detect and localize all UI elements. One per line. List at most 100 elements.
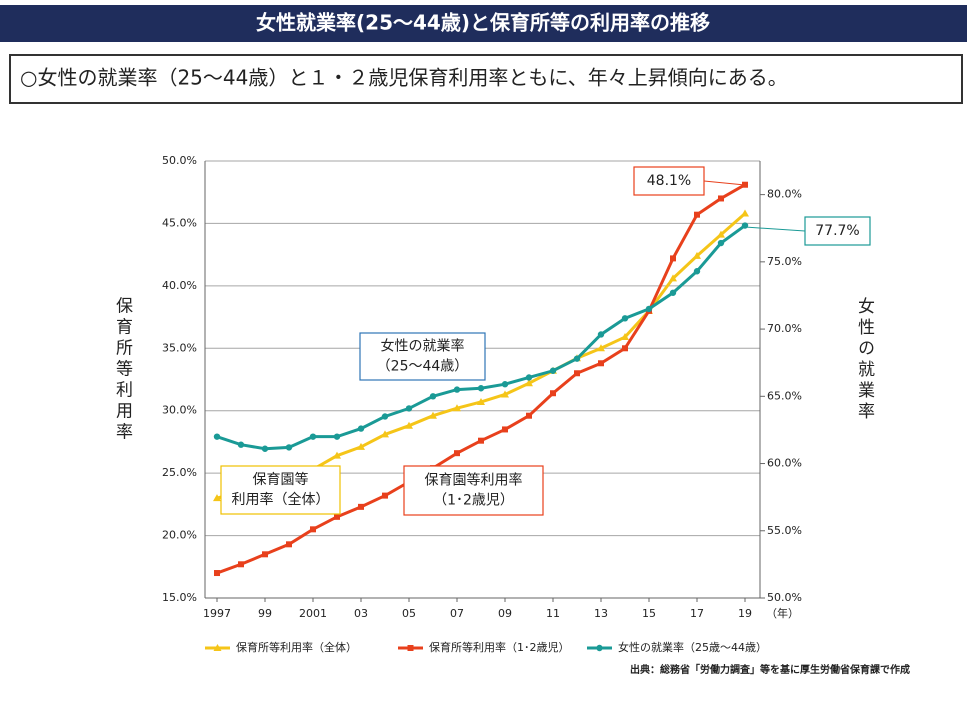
marker [526,412,532,419]
annotation-text: （25～44歳） [377,359,469,375]
marker [213,494,221,502]
marker [669,274,677,282]
y2-tick-label: 75.0% [767,255,802,268]
marker [358,503,364,510]
marker [357,442,365,450]
marker [453,404,461,412]
marker [478,437,484,444]
y-tick-label: 15.0% [162,591,197,604]
y-tick-label: 20.0% [162,529,197,542]
marker [670,255,676,262]
marker [549,367,557,374]
x-tick-label: 05 [402,607,416,620]
marker [573,355,581,362]
marker [213,433,221,440]
annotation-box [403,465,544,516]
marker [645,305,653,313]
y2-tick-label: 50.0% [767,591,802,604]
marker [501,381,509,388]
x-tick-label: 17 [690,607,704,620]
legend-label: 女性の就業率（25歳～44歳） [618,640,767,654]
annotation-text: 女性の就業率 [381,338,465,355]
marker [357,425,365,432]
marker [477,385,485,392]
y2-tick-label: 55.0% [767,524,802,537]
marker [550,390,556,397]
marker [334,513,340,520]
marker [525,379,533,387]
marker [286,541,292,548]
marker [717,239,725,247]
x-tick-label: 15 [642,607,656,620]
marker [237,441,245,448]
marker [622,345,628,352]
marker [333,433,341,440]
summary-text: ○女性の就業率（25～44歳）と１・２歳児保育利用率ともに、年々上昇傾向にある。 [20,66,788,90]
page-title: 女性就業率(25～44歳)と保育所等の利用率の推移 [256,11,710,35]
y2-tick-label: 60.0% [767,457,802,470]
legend-label: 保育所等利用率（1･2歳児） [429,640,570,654]
marker [453,386,461,393]
annotation-text: 保育園等 [253,471,309,488]
annotation-box [804,216,871,246]
legend-marker [596,644,603,652]
marker [382,492,388,499]
marker [574,370,580,377]
marker [525,374,533,381]
x-tick-label: 11 [546,607,560,620]
y2-tick-label: 65.0% [767,389,802,402]
marker [238,561,244,568]
marker [621,333,629,341]
annotation-text: 保育園等利用率 [425,472,523,489]
marker [693,268,701,275]
marker [694,211,700,218]
marker [501,390,509,398]
marker [309,433,317,440]
x-tick-label: 07 [450,607,464,620]
y-tick-label: 25.0% [162,466,197,479]
header-bar [0,5,967,42]
annotation-connector [744,226,806,232]
legend-marker [213,644,222,651]
marker [285,444,293,451]
x-tick-label: 19 [738,607,752,620]
marker [429,393,437,400]
marker [598,360,604,367]
annotation-text: 利用率（全体） [232,491,330,508]
marker [502,426,508,433]
annotation-text: （1･2歳児） [433,493,514,509]
marker [477,397,485,405]
marker [693,251,701,259]
y2-axis-title: 女性の就業率 [854,297,875,423]
x-tick-label: 13 [594,607,608,620]
annotation-box [359,332,486,381]
y-tick-label: 35.0% [162,341,197,354]
marker [405,405,413,412]
y-tick-label: 45.0% [162,216,197,229]
source-note: 出典：総務省「労働力調査」等を基に厚生労働省保育課で作成 [630,663,910,676]
marker [262,551,268,558]
marker [429,411,437,419]
marker [405,421,413,429]
marker [381,430,389,438]
summary-box [9,54,963,104]
marker [741,222,749,229]
annotation-box [220,465,341,515]
x-tick-label: 09 [498,607,512,620]
y-tick-label: 30.0% [162,404,197,417]
x-unit-label: （年） [766,606,799,620]
legend-label: 保育所等利用率（全体） [236,640,357,654]
x-tick-label: 2001 [299,607,327,620]
annotation-text: 77.7% [815,223,859,239]
annotation-text: 48.1% [647,173,691,189]
y2-tick-label: 70.0% [767,322,802,335]
marker [741,209,749,217]
legend-marker [407,645,414,651]
marker [261,445,269,452]
y-axis-title: 保育所等利用率 [112,296,133,443]
y-tick-label: 50.0% [162,154,197,167]
marker [718,195,724,202]
x-tick-label: 03 [354,607,368,620]
annotation-box [633,166,705,196]
marker [333,451,341,459]
